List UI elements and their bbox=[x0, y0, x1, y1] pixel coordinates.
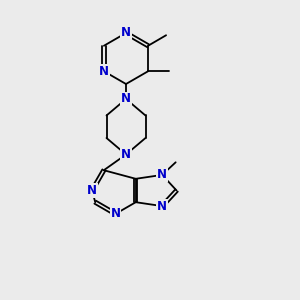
Text: N: N bbox=[157, 200, 167, 213]
Text: N: N bbox=[110, 207, 121, 220]
Text: N: N bbox=[99, 65, 109, 78]
Text: N: N bbox=[157, 168, 167, 182]
Text: N: N bbox=[121, 26, 131, 40]
Text: N: N bbox=[121, 92, 131, 106]
Text: N: N bbox=[87, 184, 97, 197]
Text: N: N bbox=[121, 148, 131, 161]
